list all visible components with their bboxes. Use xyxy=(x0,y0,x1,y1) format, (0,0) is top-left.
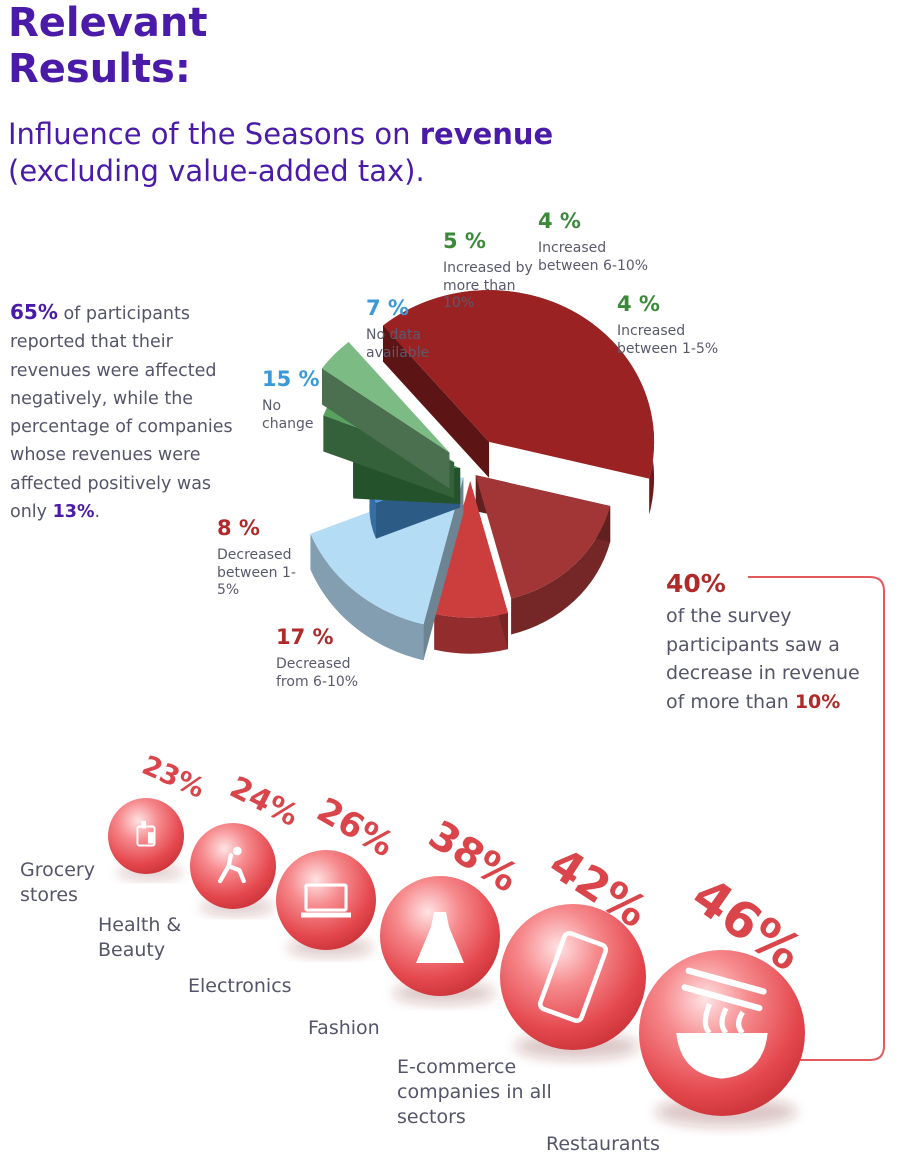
callout-note: 40% of the survey participants saw a dec… xyxy=(666,566,866,716)
pie-slice-edge xyxy=(383,325,490,478)
callout-pct-2: 10% xyxy=(794,690,841,713)
pie-slice-side xyxy=(369,466,376,539)
category-label: Fashion xyxy=(308,1017,380,1039)
intro-paragraph: 65% of participants reported that their … xyxy=(10,298,235,526)
label-text: Increased between 6-10% xyxy=(538,240,649,274)
dress-icon xyxy=(416,912,464,963)
pie-slice-edge xyxy=(322,368,450,489)
label-pct: 8 % xyxy=(217,516,260,540)
smartphone-icon xyxy=(537,931,609,1023)
pie-slice xyxy=(434,481,509,618)
title-line-2: Results: xyxy=(8,46,191,92)
label-increased-more-10: 5 % Increased by more than 10% xyxy=(443,228,533,313)
grocery-icon xyxy=(136,820,156,847)
label-pct: 5 % xyxy=(443,229,486,253)
bubble-row xyxy=(108,798,805,1127)
callout-connector xyxy=(748,576,885,1061)
pie-slice xyxy=(475,475,611,599)
subtitle-text-2: (excluding value-added tax). xyxy=(8,154,425,188)
label-pct: 4 % xyxy=(617,292,660,316)
intro-pct: 65% xyxy=(10,300,58,324)
label-increased-6-10: 4 % Increased between 6-10% xyxy=(538,208,668,275)
noodle-bowl-icon xyxy=(676,967,768,1079)
label-pct: 4 % xyxy=(538,209,581,233)
label-pct: 17 % xyxy=(276,625,334,649)
bubble-grocery xyxy=(108,798,184,874)
label-text: Increased by more than 10% xyxy=(443,260,533,311)
page-title: Relevant Results: xyxy=(8,0,207,92)
pie-slice xyxy=(322,342,450,453)
label-text: Decreased between 1-5% xyxy=(217,547,296,598)
pie-slice xyxy=(383,290,655,479)
category-label: Restaurants xyxy=(546,1133,660,1155)
label-pct: 7 % xyxy=(366,296,409,320)
category-label: E-commerce companies in all sectors xyxy=(397,1056,552,1128)
pie-slice-edge xyxy=(323,415,455,499)
pie-slice-side xyxy=(511,506,611,635)
callout-text: of the survey participants saw a decreas… xyxy=(666,605,860,713)
intro-text-end: . xyxy=(94,502,101,523)
label-text: Decreased from 6-10% xyxy=(276,656,359,690)
laptop-icon xyxy=(301,883,351,918)
bubble-smartphone xyxy=(500,904,646,1050)
pie-slice-side xyxy=(434,613,509,654)
label-increased-1-5: 4 % Increased between 1-5% xyxy=(617,291,737,358)
subtitle-bold: revenue xyxy=(419,117,554,151)
pie-slice-side xyxy=(310,533,424,661)
intro-text: of participants reported that their reve… xyxy=(10,304,233,523)
label-text: No change xyxy=(262,398,314,432)
yoga-icon xyxy=(217,846,246,884)
label-no-change: 15 % No change xyxy=(262,366,332,433)
callout-pct: 40% xyxy=(666,569,726,598)
subtitle-text: Influence of the Seasons on xyxy=(8,117,420,151)
bubble-laptop xyxy=(276,850,376,950)
title-line-1: Relevant xyxy=(8,0,208,46)
pie-chart xyxy=(310,290,655,661)
label-pct: 15 % xyxy=(262,367,320,391)
category-label: Grocery stores xyxy=(20,859,95,906)
page-subtitle: Influence of the Seasons on revenue (exc… xyxy=(8,116,648,190)
label-decreased-1-5: 8 % Decreased between 1-5% xyxy=(217,515,305,600)
category-label: Health & Beauty xyxy=(98,914,182,961)
label-decreased-6-10: 17 % Decreased from 6-10% xyxy=(276,624,376,691)
label-text: Increased between 1-5% xyxy=(617,323,719,357)
label-text: No data available xyxy=(366,327,430,361)
label-no-data: 7 % No data available xyxy=(366,295,456,362)
intro-pct-2: 13% xyxy=(52,502,95,523)
pie-slice-edge xyxy=(423,476,464,661)
category-label: Electronics xyxy=(188,975,292,997)
